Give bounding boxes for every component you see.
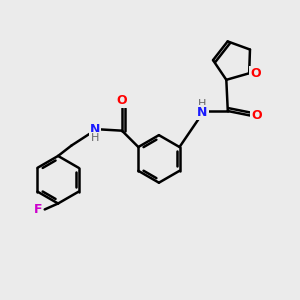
Text: H: H — [91, 133, 99, 142]
Text: O: O — [117, 94, 127, 107]
Text: F: F — [34, 203, 42, 216]
Text: O: O — [251, 109, 262, 122]
Text: H: H — [198, 100, 207, 110]
Text: O: O — [250, 67, 261, 80]
Text: N: N — [197, 106, 208, 119]
Text: N: N — [90, 123, 101, 136]
